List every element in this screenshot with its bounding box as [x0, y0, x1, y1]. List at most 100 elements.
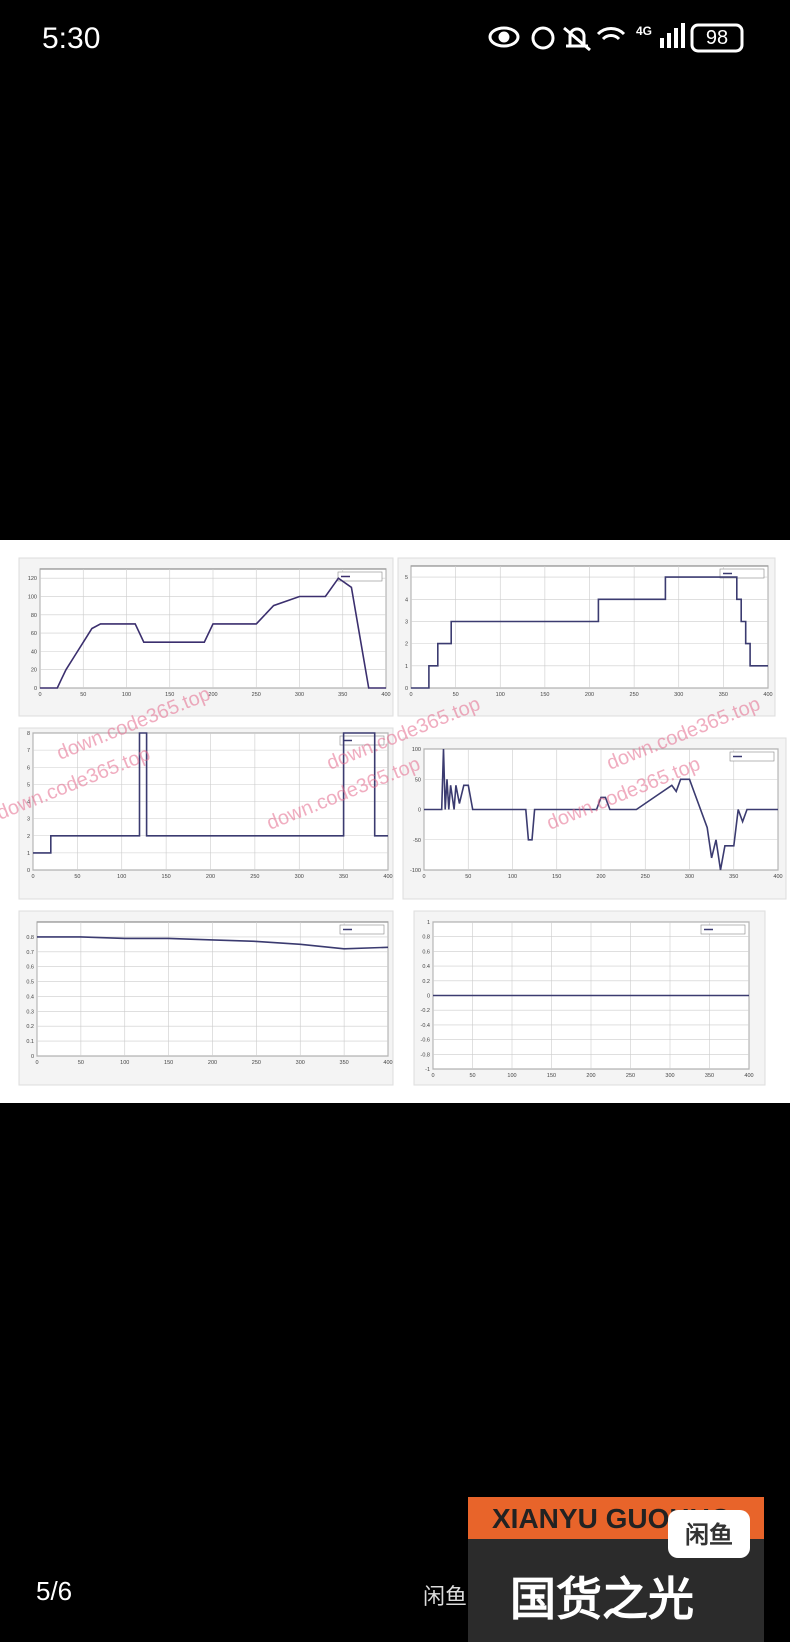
y-tick-label: 0.8	[26, 935, 34, 941]
signal-bars	[660, 23, 685, 48]
data-line	[40, 577, 386, 689]
y-tick-label: 0	[405, 686, 408, 692]
charts: 0 50 100 150 200 250 300 350 4000204060801001200…	[0, 557, 787, 1086]
x-tick-label: 0	[431, 1073, 434, 1079]
wifi-icon	[596, 27, 626, 41]
x-tick-label: 350	[719, 692, 728, 698]
x-tick-label: 150	[162, 874, 171, 880]
y-tick-label: 3	[27, 817, 30, 823]
x-tick-label: 150	[165, 692, 174, 698]
network-label: 4G	[636, 24, 652, 38]
x-tick-label: 150	[540, 692, 549, 698]
battery-level: 98	[706, 27, 728, 49]
eye-icon	[488, 26, 520, 48]
x-tick-label: 250	[630, 692, 639, 698]
mute-icon	[563, 26, 591, 52]
y-tick-label: 100	[412, 747, 421, 753]
x-tick-label: 250	[641, 874, 650, 880]
data-line	[424, 748, 778, 871]
x-tick-label: 250	[626, 1073, 635, 1079]
x-tick-label: 0	[422, 874, 425, 880]
x-tick-label: 50	[465, 874, 471, 880]
y-tick-label: -0.6	[421, 1038, 430, 1044]
x-tick-label: 0	[38, 692, 41, 698]
x-tick-label: 50	[80, 692, 86, 698]
y-tick-label: 4	[27, 800, 30, 806]
y-tick-label: 0.4	[26, 994, 34, 1000]
clock: 5:30	[42, 22, 100, 55]
x-tick-label: 250	[252, 1060, 261, 1066]
x-tick-label: 300	[674, 692, 683, 698]
legend	[339, 735, 385, 746]
x-tick-label: 300	[295, 874, 304, 880]
status-icons	[488, 23, 744, 53]
y-tick-label: 0.3	[26, 1009, 34, 1015]
data-line	[37, 936, 389, 950]
y-tick-label: 5	[405, 575, 408, 581]
legend	[700, 924, 746, 935]
y-tick-label: 0.8	[422, 935, 430, 941]
battery-icon	[690, 23, 744, 53]
y-tick-label: 20	[31, 668, 37, 674]
y-tick-label: -1	[425, 1067, 430, 1073]
legend	[337, 571, 383, 582]
x-tick-label: 150	[164, 1060, 173, 1066]
x-tick-label: 400	[773, 874, 782, 880]
data-line	[33, 732, 388, 854]
y-tick-label: 6	[27, 765, 30, 771]
page-counter: 5/6	[36, 1576, 72, 1606]
y-tick-label: 50	[415, 777, 421, 783]
y-tick-label: 1	[405, 664, 408, 670]
y-tick-label: 0.2	[26, 1024, 34, 1030]
y-tick-label: 0	[34, 686, 37, 692]
y-tick-label: 0.4	[422, 964, 430, 970]
banner-slogan: 国货之光	[510, 1573, 694, 1625]
eye-pupil	[498, 31, 510, 43]
y-tick-label: 1	[427, 920, 430, 926]
banner: XIANYU GUOHUO 闲鱼 国货之光	[468, 1497, 764, 1642]
x-tick-label: 50	[453, 692, 459, 698]
logo-box	[668, 1510, 750, 1558]
y-tick-label: 0.2	[422, 979, 430, 985]
x-tick-label: 200	[206, 874, 215, 880]
x-tick-label: 400	[383, 874, 392, 880]
x-tick-label: 300	[296, 1060, 305, 1066]
x-tick-label: 350	[340, 1060, 349, 1066]
y-tick-label: 2	[405, 642, 408, 648]
x-tick-label: 50	[74, 874, 80, 880]
y-tick-label: 80	[31, 613, 37, 619]
x-tick-label: 400	[744, 1073, 753, 1079]
y-tick-label: 100	[28, 594, 37, 600]
y-tick-label: 8	[27, 731, 30, 737]
legend	[339, 924, 385, 935]
x-tick-label: 0	[31, 874, 34, 880]
x-tick-label: 50	[469, 1073, 475, 1079]
legend	[729, 751, 775, 762]
y-tick-label: -0.2	[421, 1008, 430, 1014]
data-line	[411, 576, 768, 689]
x-tick-label: 100	[120, 1060, 129, 1066]
x-tick-label: 200	[208, 692, 217, 698]
y-tick-label: 120	[28, 576, 37, 582]
x-tick-label: 300	[685, 874, 694, 880]
y-tick-label: 0.1	[26, 1039, 34, 1045]
x-tick-label: 300	[665, 1073, 674, 1079]
y-tick-label: 40	[31, 649, 37, 655]
y-tick-label: 0	[27, 868, 30, 874]
x-tick-label: 150	[547, 1073, 556, 1079]
x-tick-label: 150	[552, 874, 561, 880]
x-tick-label: 400	[381, 692, 390, 698]
x-tick-label: 200	[208, 1060, 217, 1066]
y-tick-label: 0.5	[26, 980, 34, 986]
x-tick-label: 100	[122, 692, 131, 698]
y-tick-label: 3	[405, 619, 408, 625]
x-tick-label: 0	[409, 692, 412, 698]
y-tick-label: 0.7	[26, 950, 34, 956]
x-tick-label: 200	[585, 692, 594, 698]
y-tick-label: 0	[31, 1054, 34, 1060]
x-tick-label: 250	[250, 874, 259, 880]
x-tick-label: 50	[78, 1060, 84, 1066]
y-tick-label: -0.8	[421, 1052, 430, 1058]
banner-logo: 闲鱼	[685, 1521, 733, 1549]
